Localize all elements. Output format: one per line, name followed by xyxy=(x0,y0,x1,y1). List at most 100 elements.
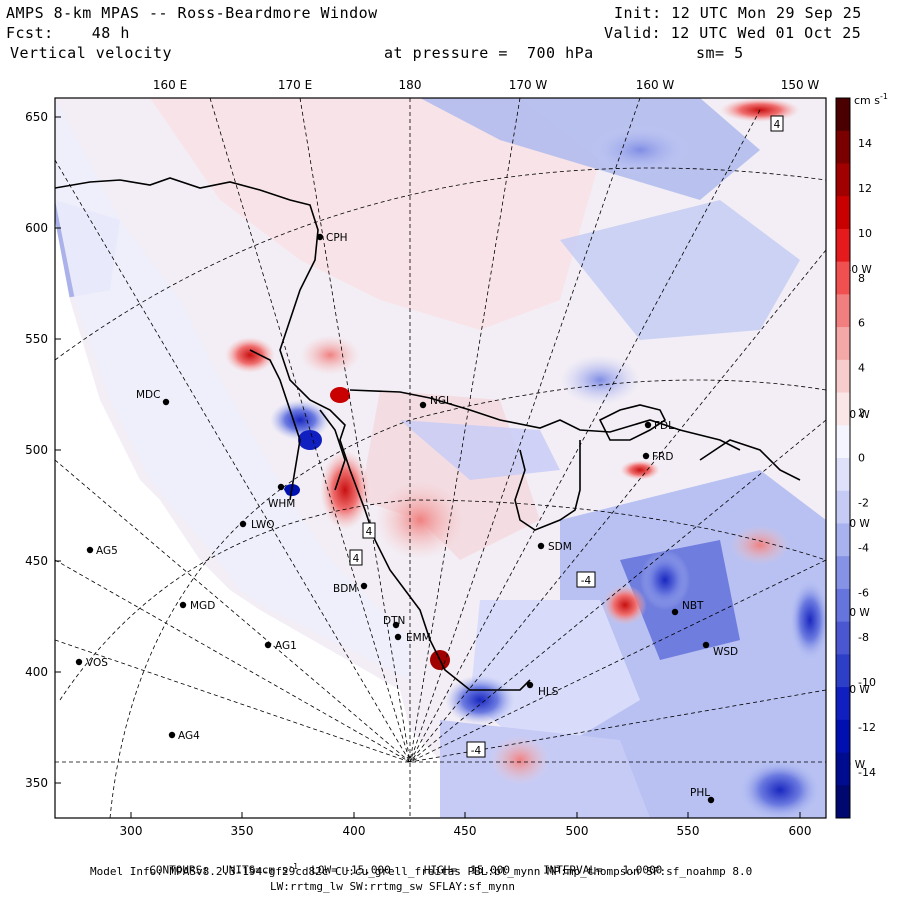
y-axis: 650 600 550 500 450 400 350 xyxy=(25,110,61,790)
colorbar: cm s-1 14 12 10 8 6 4 2 0 -2 -4 -6 -8 -10 -12 -14 xyxy=(835,92,888,819)
station-label: AG1 xyxy=(275,640,297,652)
colorbar-cell xyxy=(836,327,850,361)
station-label: VOS xyxy=(86,657,108,669)
colorbar-cell xyxy=(836,196,850,230)
station-label: DTN xyxy=(383,615,405,627)
stations: CPH MDC NGL FDL FRD WHM LWO AG5 SDM BDM … xyxy=(75,232,738,804)
min-box: -4 xyxy=(466,741,486,758)
low-value: LOW= -15.000 xyxy=(311,863,391,877)
station-vos[interactable]: VOS xyxy=(75,657,108,669)
box-label: 4 xyxy=(774,119,781,131)
contours-label: CONTOURS: xyxy=(149,863,209,877)
station-label: WHM xyxy=(268,498,295,510)
station-label: AG5 xyxy=(96,545,118,557)
colorbar-label: 10 xyxy=(858,227,872,240)
y-tick-label: 650 xyxy=(25,110,48,124)
station-label: BDM xyxy=(333,583,357,595)
units-label: UNITS=cm s xyxy=(222,863,289,877)
colorbar-label: 8 xyxy=(858,272,865,285)
y-tick-label: 550 xyxy=(25,332,48,346)
lon-label: 170 E xyxy=(278,78,312,92)
station-ag1[interactable]: AG1 xyxy=(264,640,297,652)
colorbar-cell xyxy=(836,752,850,786)
station-frd[interactable]: FRD xyxy=(642,451,674,463)
colorbar-label: 6 xyxy=(858,317,865,330)
station-lwo[interactable]: LWO xyxy=(239,519,275,531)
station-fdl[interactable]: FDL xyxy=(644,420,674,432)
x-tick-label: 300 xyxy=(120,824,143,838)
max-box: 4 xyxy=(349,549,363,566)
box-label: -4 xyxy=(471,745,482,757)
model-info: Model Info: MPASv8.2.3-194-gf29cd82c CU:… xyxy=(90,865,753,878)
colorbar-cell xyxy=(836,556,850,590)
station-ngl[interactable]: NGL xyxy=(419,395,452,409)
station-bdm[interactable]: BDM xyxy=(333,582,368,595)
colorbar-label: -4 xyxy=(858,541,869,554)
plot-frame xyxy=(54,97,827,819)
station-label: MDC xyxy=(136,389,160,401)
station-mdc[interactable]: MDC xyxy=(136,389,170,406)
x-tick-label: 500 xyxy=(566,824,589,838)
init-time: Init: 12 UTC Mon 29 Sep 25 xyxy=(614,4,862,22)
colorbar-cell xyxy=(836,425,850,459)
y-tick-label: 500 xyxy=(25,443,48,457)
lon-label: 160 E xyxy=(153,78,187,92)
station-label: EMM xyxy=(406,632,431,644)
valid-time: Valid: 12 UTC Wed 01 Oct 25 xyxy=(604,24,862,42)
station-dtn[interactable]: DTN xyxy=(383,615,405,629)
colorbar-label: 14 xyxy=(858,137,872,150)
station-label: WSD xyxy=(713,646,738,658)
colorbar-cells xyxy=(836,98,850,819)
colorbar-cell xyxy=(836,228,850,263)
lon-label: 170 W xyxy=(509,78,548,92)
lon-label: 160 W xyxy=(636,78,675,92)
station-label: NBT xyxy=(682,600,704,612)
station-label: FDL xyxy=(654,420,674,432)
colorbar-cell xyxy=(836,654,850,688)
colorbar-label: -8 xyxy=(858,631,869,644)
max-box: 4 xyxy=(770,115,784,132)
colorbar-cell xyxy=(836,785,850,819)
colorbar-label: -6 xyxy=(858,586,869,599)
x-tick-label: 450 xyxy=(454,824,477,838)
station-wsd[interactable]: WSD xyxy=(702,641,738,658)
colorbar-unit: cm s-1 xyxy=(854,92,888,107)
colorbar-cell xyxy=(836,687,850,721)
station-mgd[interactable]: MGD xyxy=(179,600,215,612)
colorbar-cell xyxy=(836,490,850,524)
high-value: HIGH= 15.000 xyxy=(423,863,510,877)
station-label: CPH xyxy=(326,232,348,244)
colorbar-cell xyxy=(836,98,850,132)
station-phl[interactable]: PHL xyxy=(690,787,715,804)
station-label: AG4 xyxy=(178,730,200,742)
graticule xyxy=(55,98,826,818)
station-label: FRD xyxy=(652,451,673,463)
interval-value: INTERVAL= 1.0000 xyxy=(543,863,663,877)
station-cph[interactable]: CPH xyxy=(316,232,348,244)
colorbar-cell xyxy=(836,621,850,655)
station-hls[interactable]: HLS xyxy=(526,681,559,698)
x-tick-label: 600 xyxy=(789,824,812,838)
station-nbt[interactable]: NBT xyxy=(671,600,704,616)
model-info-line2: LW:rrtmg_lw SW:rrtmg_sw SFLAY:sf_mynn xyxy=(270,880,516,893)
box-label: 4 xyxy=(353,553,360,565)
station-label: MGD xyxy=(190,600,215,612)
colorbar-cell xyxy=(836,719,850,754)
colorbar-labels: 14 12 10 8 6 4 2 0 -2 -4 -6 -8 -10 -12 -14 xyxy=(858,137,876,779)
colorbar-label: -14 xyxy=(858,766,876,779)
colorbar-label: -2 xyxy=(858,496,869,509)
station-emm[interactable]: EMM xyxy=(394,632,431,644)
colorbar-label: 4 xyxy=(858,362,865,375)
station-whm[interactable]: WHM xyxy=(268,483,295,510)
station-label: NGL xyxy=(430,395,452,407)
station-ag5[interactable]: AG5 xyxy=(86,545,118,557)
map-title: AMPS 8-km MPAS -- Ross-Beardmore Window xyxy=(6,4,378,22)
colorbar-cell xyxy=(836,261,850,295)
station-ag4[interactable]: AG4 xyxy=(168,730,200,742)
colorbar-label: -12 xyxy=(858,721,876,734)
vertical-velocity-field xyxy=(55,98,826,818)
colorbar-cell xyxy=(836,163,850,197)
y-tick-label: 350 xyxy=(25,776,48,790)
station-sdm[interactable]: SDM xyxy=(537,541,572,553)
